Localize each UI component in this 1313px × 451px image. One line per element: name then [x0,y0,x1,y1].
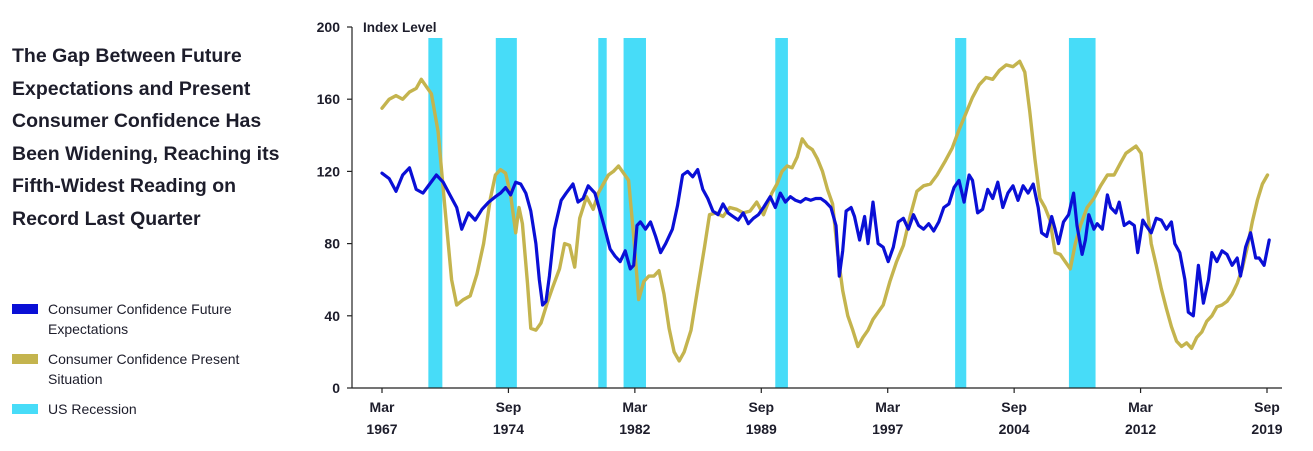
y-tick-label-120: 120 [317,163,341,179]
axes: 0 40 80 120 160 200 Mar 1967 Sep 1974 Mar 1982 Sep 19… [317,19,1283,437]
recession-band-7 [1068,38,1096,388]
recession-band-5 [775,38,788,388]
y-tick-label-160: 160 [317,91,341,107]
series-lines [380,59,1271,363]
x-tick-month-4: Mar [875,399,900,415]
x-tick-month-6: Mar [1128,399,1153,415]
y-tick-label-0: 0 [332,380,340,396]
series-line-present-situation [380,59,1270,363]
y-axis-label: Index Level [363,20,437,35]
legend-label-future: Consumer Confidence Future Expectations [48,301,232,337]
x-tick-year-7: 2019 [1251,421,1282,437]
legend-item-future: Consumer Confidence Future Expectations [12,299,282,339]
x-tick-month-7: Sep [1254,399,1280,415]
x-tick-year-3: 1989 [746,421,777,437]
x-tick-month-5: Sep [1001,399,1027,415]
x-tick-year-5: 2004 [999,421,1030,437]
legend-swatch-present [12,354,38,364]
recession-band-4 [623,38,646,388]
legend-label-present: Consumer Confidence Present Situation [48,351,240,387]
recession-band-2 [495,38,517,388]
legend-label-recession: US Recession [48,401,137,417]
y-tick-label-80: 80 [324,236,340,252]
x-tick-year-1: 1974 [493,421,524,437]
line-chart: 0 40 80 120 160 200 Mar 1967 Sep 1974 Mar 1982 Sep 19… [317,19,1283,437]
x-tick-year-0: 1967 [366,421,397,437]
x-tick-year-4: 1997 [872,421,903,437]
series-line-future-expectations [380,166,1271,318]
legend-swatch-recession [12,404,38,414]
y-tick-label-40: 40 [324,308,340,324]
y-tick-label-200: 200 [317,19,341,35]
x-tick-month-2: Mar [622,399,647,415]
chart-title: The Gap Between Future Expectations and … [12,45,280,230]
legend-item-recession: US Recession [12,399,282,419]
x-tick-month-3: Sep [748,399,774,415]
x-tick-year-6: 2012 [1125,421,1156,437]
recession-band-6 [955,38,967,388]
recession-band-1 [428,38,443,388]
legend-swatch-future [12,304,38,314]
legend-item-present: Consumer Confidence Present Situation [12,349,282,389]
recession-band-3 [598,38,607,388]
x-tick-month-0: Mar [370,399,395,415]
x-tick-year-2: 1982 [619,421,650,437]
legend: Consumer Confidence Future Expectations … [12,299,282,429]
recession-bands [428,38,1096,388]
x-tick-month-1: Sep [496,399,522,415]
